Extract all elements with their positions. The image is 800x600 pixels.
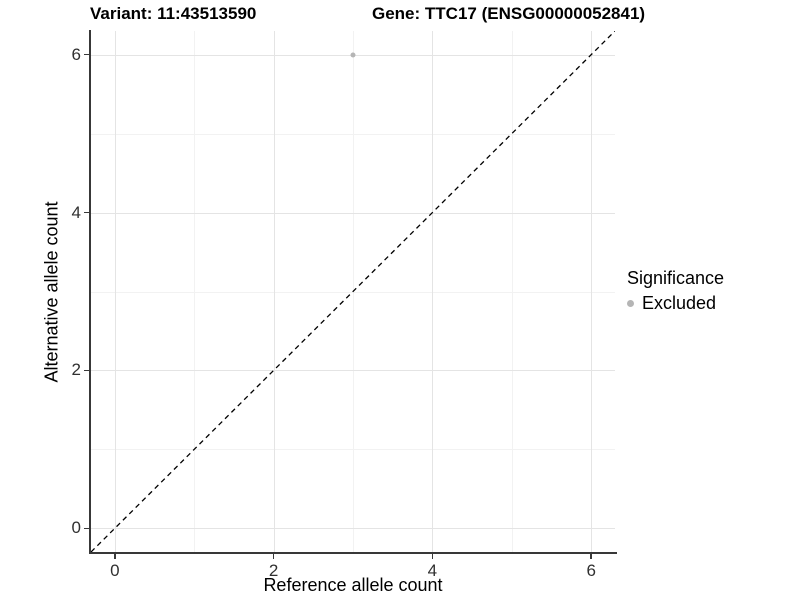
x-axis-line	[89, 552, 617, 554]
plot-title-variant: Variant: 11:43513590	[90, 4, 257, 23]
identity-dashed-line	[91, 31, 615, 552]
gridline-y-minor	[91, 133, 615, 135]
plot-title-gene: Gene: TTC17 (ENSG00000052841)	[372, 4, 646, 23]
y-axis-tick	[84, 369, 89, 372]
x-tick-label: 0	[110, 561, 120, 580]
x-axis-tick	[590, 554, 592, 559]
legend-title: Significance	[627, 268, 725, 288]
y-tick-label: 0	[71, 518, 81, 538]
legend-dot-icon	[627, 300, 634, 307]
x-tick-label: 6	[586, 561, 596, 580]
y-axis-title: Alternative allele count	[41, 201, 62, 383]
y-axis-tick	[84, 527, 89, 530]
x-axis-tick	[431, 554, 434, 559]
x-axis-tick	[272, 554, 275, 559]
x-axis-tick	[114, 554, 116, 559]
gridline-x-major	[591, 31, 593, 552]
gridline-x-major	[114, 31, 116, 552]
plot-panel: 0 2 4 6 0 2 4 6	[72, 30, 617, 580]
legend-item-excluded: Excluded	[627, 293, 724, 314]
legend-item-label: Excluded	[642, 293, 717, 313]
gridline-y-major	[91, 528, 615, 530]
x-axis-title: Reference allele count	[263, 575, 443, 595]
legend: Significance Excluded	[627, 268, 724, 314]
data-point	[350, 52, 356, 58]
x-tick-label: 2	[268, 561, 279, 580]
gridline-y-major	[91, 370, 615, 372]
y-tick-label: 4	[71, 202, 81, 222]
gridline-x-major	[432, 31, 434, 552]
identity-line-svg	[91, 31, 615, 552]
gridline-x-major	[273, 31, 275, 552]
y-axis-line	[89, 30, 91, 554]
y-axis-tick	[84, 53, 89, 56]
y-axis-tick	[84, 211, 89, 214]
y-tick-label: 6	[71, 44, 81, 64]
x-tick-label: 4	[427, 561, 438, 580]
y-tick-label: 2	[71, 360, 81, 380]
gridline-y-major	[91, 212, 615, 214]
gridline-y-minor	[91, 449, 615, 451]
